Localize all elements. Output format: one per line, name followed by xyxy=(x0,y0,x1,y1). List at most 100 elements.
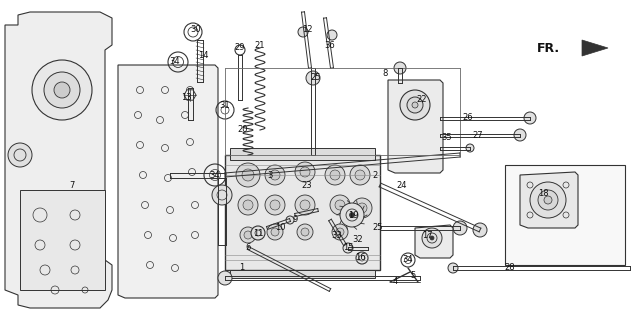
Circle shape xyxy=(343,243,353,253)
Text: 35: 35 xyxy=(442,133,452,143)
Circle shape xyxy=(306,71,320,85)
Bar xyxy=(225,155,380,270)
Text: 8: 8 xyxy=(382,68,388,78)
Circle shape xyxy=(218,271,232,285)
Text: 4: 4 xyxy=(392,278,397,286)
Polygon shape xyxy=(520,172,578,228)
Circle shape xyxy=(332,224,348,240)
Text: 27: 27 xyxy=(473,131,483,139)
Text: 14: 14 xyxy=(198,51,208,59)
Circle shape xyxy=(335,200,345,210)
Polygon shape xyxy=(388,80,443,173)
Text: 34: 34 xyxy=(170,57,180,67)
Circle shape xyxy=(350,165,370,185)
Circle shape xyxy=(297,224,313,240)
Circle shape xyxy=(538,190,558,210)
Text: 17: 17 xyxy=(422,231,432,241)
Circle shape xyxy=(238,195,258,215)
Text: 22: 22 xyxy=(417,95,428,105)
Circle shape xyxy=(352,198,372,218)
Circle shape xyxy=(270,200,280,210)
Circle shape xyxy=(473,223,487,237)
Circle shape xyxy=(54,82,70,98)
Circle shape xyxy=(300,200,310,210)
Text: 26: 26 xyxy=(463,113,474,122)
Text: 34: 34 xyxy=(210,171,220,180)
Polygon shape xyxy=(415,225,453,258)
Circle shape xyxy=(270,170,280,180)
Text: 23: 23 xyxy=(301,181,312,190)
Circle shape xyxy=(400,90,430,120)
Circle shape xyxy=(514,129,526,141)
Circle shape xyxy=(394,62,406,74)
Bar xyxy=(20,190,105,290)
Text: 11: 11 xyxy=(253,229,263,237)
Text: 24: 24 xyxy=(397,181,407,190)
Text: 18: 18 xyxy=(538,188,548,198)
Bar xyxy=(230,148,375,160)
Circle shape xyxy=(357,203,367,213)
Text: 7: 7 xyxy=(69,181,75,190)
Circle shape xyxy=(295,162,315,182)
Text: 33: 33 xyxy=(332,230,342,240)
Circle shape xyxy=(242,169,254,181)
Text: 21: 21 xyxy=(255,41,265,50)
Circle shape xyxy=(330,170,340,180)
Text: 36: 36 xyxy=(324,41,335,50)
Text: 32: 32 xyxy=(353,236,364,245)
Polygon shape xyxy=(184,90,196,100)
Circle shape xyxy=(265,165,285,185)
Text: 34: 34 xyxy=(403,256,413,264)
Polygon shape xyxy=(582,40,608,56)
Circle shape xyxy=(407,97,423,113)
Text: 19: 19 xyxy=(348,210,358,219)
Text: 28: 28 xyxy=(505,263,515,273)
Circle shape xyxy=(271,228,279,236)
Circle shape xyxy=(251,226,265,240)
Bar xyxy=(505,165,625,265)
Circle shape xyxy=(212,185,232,205)
Circle shape xyxy=(340,203,364,227)
Circle shape xyxy=(412,102,418,108)
Circle shape xyxy=(422,228,442,248)
Circle shape xyxy=(286,216,294,224)
Circle shape xyxy=(349,213,355,218)
Circle shape xyxy=(243,200,253,210)
Circle shape xyxy=(32,60,92,120)
Text: 12: 12 xyxy=(301,25,312,35)
Circle shape xyxy=(265,195,285,215)
Text: 20: 20 xyxy=(237,126,248,134)
Text: 29: 29 xyxy=(235,44,245,52)
Text: 16: 16 xyxy=(355,253,365,263)
Circle shape xyxy=(453,221,467,235)
Circle shape xyxy=(8,143,32,167)
Text: 10: 10 xyxy=(275,224,285,232)
Text: 1: 1 xyxy=(239,263,244,273)
Circle shape xyxy=(530,182,566,218)
Text: 6: 6 xyxy=(245,243,251,252)
Circle shape xyxy=(430,236,434,240)
Circle shape xyxy=(240,227,256,243)
Circle shape xyxy=(327,30,337,40)
Text: 31: 31 xyxy=(220,100,230,110)
Text: 25: 25 xyxy=(372,224,383,232)
Circle shape xyxy=(298,27,308,37)
Circle shape xyxy=(336,228,344,236)
Circle shape xyxy=(524,112,536,124)
Text: 5: 5 xyxy=(410,270,415,279)
Bar xyxy=(230,270,375,278)
Circle shape xyxy=(44,72,80,108)
Circle shape xyxy=(330,195,350,215)
Circle shape xyxy=(301,228,309,236)
Circle shape xyxy=(295,195,315,215)
Circle shape xyxy=(448,263,458,273)
Text: 15: 15 xyxy=(343,243,353,252)
Circle shape xyxy=(267,224,283,240)
Text: 25: 25 xyxy=(311,73,321,83)
Text: 9: 9 xyxy=(292,215,298,225)
Circle shape xyxy=(244,231,252,239)
Polygon shape xyxy=(5,12,112,308)
Circle shape xyxy=(325,165,345,185)
Text: 3: 3 xyxy=(268,171,273,180)
Circle shape xyxy=(300,167,310,177)
